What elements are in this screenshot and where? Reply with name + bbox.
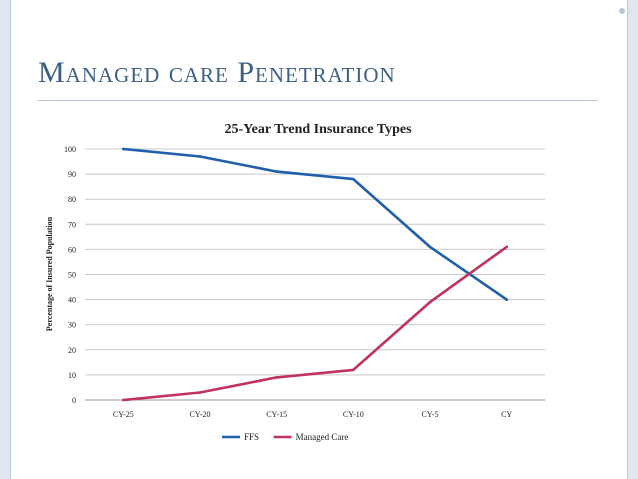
right-decor-bar — [627, 0, 638, 479]
corner-dot — [619, 8, 625, 14]
data-point-managed-care — [352, 368, 355, 372]
data-point-managed-care — [198, 391, 202, 394]
x-tick-label: CY-10 — [343, 410, 364, 419]
x-tick-label: CY-25 — [113, 410, 134, 419]
data-point-managed-care — [428, 300, 432, 304]
data-point-ffs — [352, 177, 355, 181]
y-tick-label: 90 — [68, 170, 76, 179]
y-tick-label: 60 — [68, 245, 76, 254]
y-tick-label: 30 — [68, 321, 76, 330]
data-point-ffs — [505, 298, 508, 301]
slide-title: Managed care Penetration — [38, 56, 396, 89]
y-axis-label: Percentage of Insured Population — [45, 216, 54, 331]
chart-title: 25-Year Trend Insurance Types — [224, 122, 412, 137]
title-divider — [38, 100, 598, 101]
y-tick-label: 100 — [64, 145, 76, 154]
y-tick-label: 20 — [68, 346, 76, 355]
x-tick-label: CY-15 — [266, 410, 287, 419]
y-tick-label: 0 — [72, 396, 76, 405]
x-tick-label: CY-20 — [190, 410, 211, 419]
y-tick-label: 10 — [68, 371, 76, 380]
left-decor-bar — [0, 0, 11, 479]
series-line-managed-care — [122, 245, 509, 402]
data-point-ffs — [198, 155, 202, 158]
x-tick-label: CY-5 — [422, 410, 439, 419]
y-tick-label: 40 — [68, 296, 76, 305]
x-tick-label: CY — [501, 410, 512, 419]
y-tick-label: 50 — [68, 271, 76, 280]
data-point-managed-care — [275, 376, 278, 379]
legend-label-managed-care: Managed Care — [296, 432, 349, 442]
data-point-managed-care — [505, 245, 508, 249]
y-tick-label: 80 — [68, 195, 76, 204]
y-tick-label: 70 — [68, 220, 76, 229]
series-line-ffs — [122, 147, 509, 301]
data-point-ffs — [122, 147, 125, 151]
data-point-ffs — [428, 245, 432, 249]
data-point-managed-care — [122, 398, 125, 402]
data-point-ffs — [275, 170, 278, 173]
legend-label-ffs: FFS — [244, 432, 259, 442]
